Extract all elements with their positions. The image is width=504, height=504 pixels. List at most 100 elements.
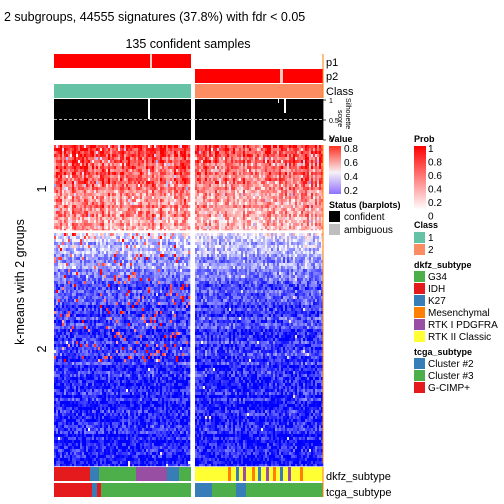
- heatmap-cell: [96, 205, 98, 208]
- heatmap-cell: [247, 251, 249, 254]
- heatmap-cell: [219, 251, 221, 254]
- heatmap-cell: [76, 196, 78, 199]
- heatmap-cell: [150, 226, 152, 229]
- heatmap-cell: [197, 190, 199, 193]
- heatmap-cell: [150, 187, 152, 190]
- heatmap-cell: [207, 193, 209, 196]
- heatmap-cell: [199, 178, 201, 181]
- heatmap-cell: [213, 251, 215, 254]
- heatmap-cell: [74, 187, 76, 190]
- heatmap-cell: [227, 248, 229, 251]
- heatmap-cell: [76, 251, 78, 254]
- heatmap-cell: [54, 208, 56, 211]
- heatmap-cell: [98, 211, 100, 214]
- heatmap-cell: [289, 193, 291, 196]
- heatmap-cell: [289, 211, 291, 214]
- heatmap-cell: [205, 257, 207, 260]
- heatmap-cell: [100, 220, 102, 223]
- heatmap-cell: [261, 254, 263, 257]
- heatmap-cell: [118, 190, 120, 193]
- heatmap-cell: [114, 211, 116, 214]
- heatmap-cell: [237, 175, 239, 178]
- heatmap-cell: [305, 220, 307, 223]
- heatmap-cell: [251, 172, 253, 175]
- heatmap-cell: [134, 178, 136, 181]
- heatmap-cell: [253, 254, 255, 257]
- heatmap-cell: [231, 172, 233, 175]
- heatmap-cell: [241, 187, 243, 190]
- heatmap-cell: [164, 169, 166, 172]
- heatmap-cell: [197, 217, 199, 220]
- heatmap-cell: [186, 148, 188, 151]
- heatmap-cell: [136, 245, 138, 248]
- heatmap-cell: [257, 175, 259, 178]
- heatmap-cell: [241, 233, 243, 236]
- heatmap-cell: [317, 223, 319, 226]
- heatmap-cell: [100, 145, 102, 148]
- heatmap-cell: [197, 145, 199, 148]
- heatmap-cell: [279, 175, 281, 178]
- heatmap-cell: [106, 175, 108, 178]
- heatmap-cell: [142, 145, 144, 148]
- heatmap-cell: [211, 229, 213, 230]
- heatmap-cell: [251, 157, 253, 160]
- heatmap-cell: [104, 229, 106, 230]
- heatmap-cell: [303, 172, 305, 175]
- heatmap-cell: [209, 220, 211, 223]
- heatmap-cell: [150, 245, 152, 248]
- heatmap-cell: [126, 248, 128, 251]
- heatmap-cell: [130, 196, 132, 199]
- heatmap-cell: [70, 196, 72, 199]
- heatmap-cell: [58, 160, 60, 163]
- heatmap-cell: [142, 160, 144, 163]
- heatmap-cell: [124, 257, 126, 260]
- heatmap-cell: [182, 196, 184, 199]
- heatmap-cell: [114, 214, 116, 217]
- heatmap-cell: [219, 175, 221, 178]
- heatmap-cell: [152, 169, 154, 172]
- heatmap-cell: [146, 145, 148, 148]
- heatmap-cell: [221, 233, 223, 236]
- heatmap-cell: [239, 187, 241, 190]
- heatmap-cell: [305, 178, 307, 181]
- heatmap-cell: [205, 199, 207, 202]
- heatmap-cell: [237, 145, 239, 148]
- heatmap-cell: [315, 157, 317, 160]
- heatmap-cell: [148, 217, 150, 220]
- heatmap-cell: [233, 184, 235, 187]
- heatmap-cell: [136, 172, 138, 175]
- heatmap-cell: [158, 233, 160, 236]
- heatmap-cell: [253, 175, 255, 178]
- heatmap-cell: [295, 245, 297, 248]
- heatmap-cell: [186, 154, 188, 157]
- heatmap-cell: [130, 220, 132, 223]
- heatmap-cell: [172, 202, 174, 205]
- heatmap-cell: [110, 214, 112, 217]
- heatmap-cell: [182, 148, 184, 151]
- heatmap-cell: [201, 211, 203, 214]
- heatmap-cell: [118, 223, 120, 226]
- heatmap-cell: [54, 211, 56, 214]
- heatmap-cell: [219, 208, 221, 211]
- heatmap-cell: [231, 145, 233, 148]
- heatmap-cell: [229, 151, 231, 154]
- heatmap-cell: [303, 196, 305, 199]
- heatmap-cell: [203, 233, 205, 236]
- heatmap-cell: [178, 148, 180, 151]
- heatmap-cell: [184, 157, 186, 160]
- heatmap-cell: [64, 226, 66, 229]
- heatmap-cell: [96, 184, 98, 187]
- heatmap-cell: [287, 245, 289, 248]
- heatmap-cell: [249, 236, 251, 239]
- heatmap-cell: [132, 166, 134, 169]
- heatmap-cell: [158, 175, 160, 178]
- heatmap-cell: [158, 148, 160, 151]
- heatmap-cell: [60, 245, 62, 248]
- heatmap-cell: [154, 220, 156, 223]
- heatmap-cell: [184, 226, 186, 229]
- heatmap-cell: [160, 248, 162, 251]
- heatmap-cell: [227, 172, 229, 175]
- heatmap-cell: [118, 245, 120, 248]
- heatmap-cell: [124, 254, 126, 257]
- heatmap-cell: [72, 190, 74, 193]
